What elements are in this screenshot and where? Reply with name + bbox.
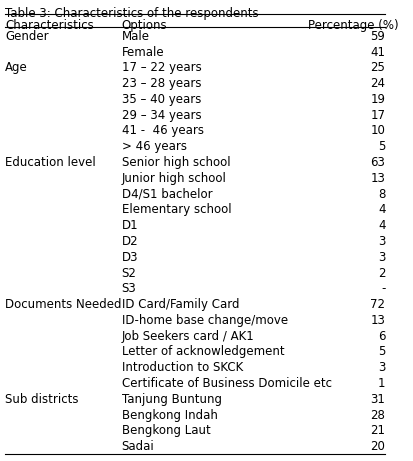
- Text: Gender: Gender: [5, 30, 49, 43]
- Text: 59: 59: [370, 30, 385, 43]
- Text: 8: 8: [377, 188, 385, 201]
- Text: 41 -  46 years: 41 - 46 years: [121, 124, 203, 137]
- Text: 6: 6: [377, 330, 385, 343]
- Text: D3: D3: [121, 251, 138, 264]
- Text: 31: 31: [370, 393, 385, 406]
- Text: 19: 19: [370, 93, 385, 106]
- Text: Options: Options: [121, 19, 167, 32]
- Text: ID Card/Family Card: ID Card/Family Card: [121, 298, 239, 311]
- Text: Education level: Education level: [5, 156, 96, 169]
- Text: Male: Male: [121, 30, 150, 43]
- Text: Documents Needed: Documents Needed: [5, 298, 121, 311]
- Text: Sadai: Sadai: [121, 440, 154, 453]
- Text: 24: 24: [370, 77, 385, 90]
- Text: D2: D2: [121, 235, 138, 248]
- Text: 17 – 22 years: 17 – 22 years: [121, 61, 201, 74]
- Text: 3: 3: [377, 235, 385, 248]
- Text: 3: 3: [377, 251, 385, 264]
- Text: 17: 17: [370, 109, 385, 122]
- Text: 5: 5: [377, 140, 385, 153]
- Text: Senior high school: Senior high school: [121, 156, 230, 169]
- Text: 25: 25: [370, 61, 385, 74]
- Text: 41: 41: [370, 46, 385, 59]
- Text: Letter of acknowledgement: Letter of acknowledgement: [121, 345, 284, 359]
- Text: > 46 years: > 46 years: [121, 140, 186, 153]
- Text: 35 – 40 years: 35 – 40 years: [121, 93, 201, 106]
- Text: 72: 72: [370, 298, 385, 311]
- Text: 13: 13: [370, 172, 385, 185]
- Text: 23 – 28 years: 23 – 28 years: [121, 77, 201, 90]
- Text: Certificate of Business Domicile etc: Certificate of Business Domicile etc: [121, 377, 331, 390]
- Text: 1: 1: [377, 377, 385, 390]
- Text: S3: S3: [121, 282, 136, 296]
- Text: 29 – 34 years: 29 – 34 years: [121, 109, 201, 122]
- Text: 63: 63: [370, 156, 385, 169]
- Text: 28: 28: [370, 408, 385, 422]
- Text: Bengkong Indah: Bengkong Indah: [121, 408, 217, 422]
- Text: ID-home base change/move: ID-home base change/move: [121, 314, 287, 327]
- Text: 21: 21: [370, 425, 385, 437]
- Text: Characteristics: Characteristics: [5, 19, 94, 32]
- Text: Bengkong Laut: Bengkong Laut: [121, 425, 210, 437]
- Text: 4: 4: [377, 203, 385, 216]
- Text: Tanjung Buntung: Tanjung Buntung: [121, 393, 221, 406]
- Text: Job Seekers card / AK1: Job Seekers card / AK1: [121, 330, 254, 343]
- Text: D4/S1 bachelor: D4/S1 bachelor: [121, 188, 212, 201]
- Text: Percentage (%): Percentage (%): [307, 19, 398, 32]
- Text: 20: 20: [370, 440, 385, 453]
- Text: 10: 10: [370, 124, 385, 137]
- Text: Junior high school: Junior high school: [121, 172, 226, 185]
- Text: S2: S2: [121, 266, 136, 279]
- Text: Introduction to SKCK: Introduction to SKCK: [121, 361, 242, 374]
- Text: D1: D1: [121, 219, 138, 232]
- Text: Sub districts: Sub districts: [5, 393, 78, 406]
- Text: 4: 4: [377, 219, 385, 232]
- Text: Female: Female: [121, 46, 164, 59]
- Text: Table 3: Characteristics of the respondents: Table 3: Characteristics of the responde…: [5, 7, 258, 20]
- Text: 2: 2: [377, 266, 385, 279]
- Text: -: -: [380, 282, 385, 296]
- Text: 13: 13: [370, 314, 385, 327]
- Text: 5: 5: [377, 345, 385, 359]
- Text: Elementary school: Elementary school: [121, 203, 231, 216]
- Text: Age: Age: [5, 61, 28, 74]
- Text: 3: 3: [377, 361, 385, 374]
